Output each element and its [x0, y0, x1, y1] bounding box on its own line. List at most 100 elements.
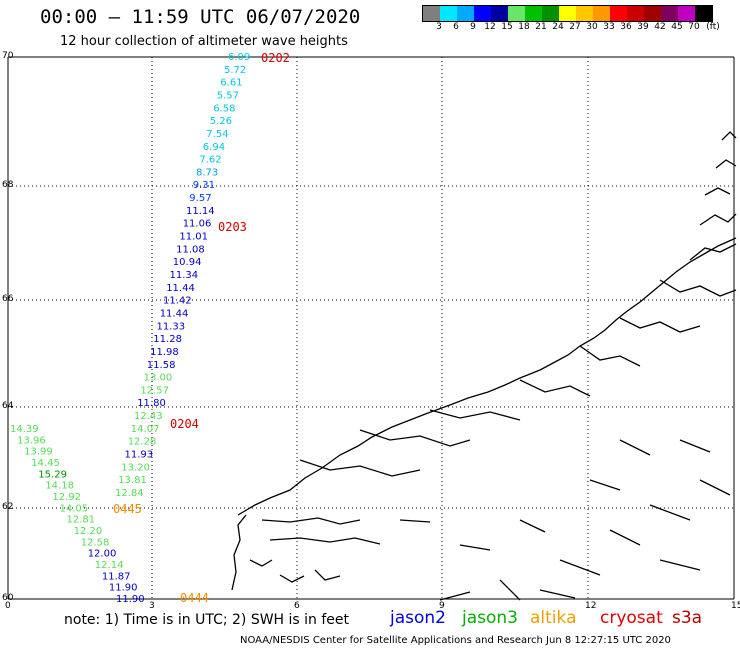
color-legend-labels: 3 6 9 12 15 18 21 24 27 30 33 36 39 42 45 70 (ft) — [422, 22, 740, 34]
wave-height-label: 9.57 — [189, 193, 211, 204]
latitude-label: 64 — [2, 401, 14, 411]
wave-height-label: 11.90 — [116, 594, 145, 605]
wave-height-label: 12.58 — [81, 537, 110, 548]
coast-islands-south — [249, 559, 341, 583]
wave-height-label: 5.57 — [217, 91, 239, 102]
legend-label: 30 — [586, 22, 598, 32]
legend-label: 42 — [654, 22, 666, 32]
coastline-mainland — [237, 237, 737, 516]
satellite-name: jason3 — [462, 608, 518, 628]
pass-time-label: 0203 — [218, 220, 247, 234]
fjord-9 — [659, 279, 737, 297]
wave-height-label: 6.94 — [203, 142, 225, 153]
wave-height-label: 12.81 — [67, 515, 96, 526]
fjord-6 — [519, 379, 591, 397]
legend-label: 12 — [484, 22, 496, 32]
wave-height-label: 12.84 — [115, 488, 144, 499]
wave-height-label: 12.14 — [95, 560, 124, 571]
legend-label: 18 — [518, 22, 530, 32]
longitude-label: 12 — [585, 601, 597, 611]
legend-label: 36 — [620, 22, 632, 32]
fjord-12 — [704, 187, 731, 196]
fjord-5 — [429, 409, 521, 421]
fjord-14 — [721, 131, 737, 141]
legend-label: 3 — [436, 22, 442, 32]
wave-height-label: 14.05 — [60, 503, 89, 514]
wave-height-label: 11.28 — [153, 334, 182, 345]
fjord-1 — [261, 517, 361, 525]
latitude-label: 70 — [2, 51, 14, 61]
wave-height-label: 12.92 — [52, 492, 81, 503]
legend-swatch — [491, 6, 508, 21]
wave-height-label: 11.80 — [137, 398, 166, 409]
wave-height-label: 11.14 — [186, 206, 215, 217]
legend-label: (ft) — [706, 22, 720, 32]
map-subtitle: 12 hour collection of altimeter wave hei… — [60, 34, 348, 49]
fjord-11 — [699, 213, 737, 226]
legend-swatch — [695, 6, 712, 21]
legend-label: 6 — [453, 22, 459, 32]
wave-height-label: 14.39 — [10, 424, 39, 435]
legend-label: 24 — [552, 22, 564, 32]
wave-height-label: 12.57 — [140, 385, 169, 396]
wave-height-label: 11.58 — [147, 360, 176, 371]
longitude-label: 15 — [731, 601, 740, 611]
legend-swatch — [576, 6, 593, 21]
longitude-label: 6 — [294, 601, 300, 611]
satellite-name: jason2 — [390, 608, 446, 628]
legend-label: 45 — [671, 22, 683, 32]
wave-height-label: 13.00 — [144, 373, 173, 384]
map-title: 00:00 – 11:59 UTC 06/07/2020 — [40, 6, 361, 28]
legend-label: 70 — [688, 22, 700, 32]
legend-swatch — [610, 6, 627, 21]
wave-height-label: 13.96 — [17, 435, 46, 446]
legend-label: 27 — [569, 22, 581, 32]
wave-height-label: 5.26 — [210, 116, 232, 127]
legend-swatch — [593, 6, 610, 21]
wave-height-label: 12.43 — [134, 411, 163, 422]
wave-height-label: 11.44 — [160, 309, 189, 320]
wave-height-label: 12.00 — [88, 549, 117, 560]
wave-height-labels: 6.09 5.72 6.61 5.576.58 5.26 7.54 6.94 7.628.73… — [10, 52, 250, 605]
color-legend — [422, 5, 713, 22]
wave-height-label: 12.20 — [74, 526, 103, 537]
legend-swatch — [542, 6, 559, 21]
fjord-7 — [579, 345, 641, 367]
wave-height-label: 13.99 — [24, 447, 53, 458]
fjord-4 — [359, 429, 471, 447]
coastline — [231, 131, 737, 601]
wave-height-label: 14.18 — [45, 481, 74, 492]
wave-height-label: 11.87 — [102, 571, 131, 582]
pass-time-label: 0444 — [180, 591, 209, 605]
wave-height-label: 7.54 — [206, 129, 228, 140]
footnote: note: 1) Time is in UTC; 2) SWH is in fe… — [64, 612, 350, 628]
latitude-label: 68 — [2, 180, 14, 190]
wave-height-label: 11.08 — [176, 244, 205, 255]
fjord-13 — [715, 159, 737, 169]
pass-time-label: 0202 — [261, 51, 290, 65]
legend-label: 39 — [637, 22, 649, 32]
wave-height-label: 11.44 — [166, 283, 195, 294]
legend-swatch — [440, 6, 457, 21]
wave-height-label: 13.20 — [121, 462, 150, 473]
wave-height-label: 6.61 — [220, 78, 242, 89]
credit-line: NOAA/NESDIS Center for Satellite Applica… — [240, 635, 671, 646]
wave-height-label: 11.34 — [170, 270, 199, 281]
latitude-label: 66 — [2, 294, 14, 304]
satellite-name: cryosat — [600, 608, 663, 628]
legend-swatch — [644, 6, 661, 21]
wave-height-label: 15.29 — [38, 469, 67, 480]
satellite-name: altika — [530, 608, 577, 628]
wave-height-label: 6.09 — [228, 52, 250, 63]
wave-height-label: 14.45 — [31, 458, 60, 469]
wave-height-label: 14.07 — [131, 424, 160, 435]
wave-height-label: 10.94 — [173, 257, 202, 268]
wave-height-label: 11.33 — [157, 321, 186, 332]
coast-inland-lakes — [399, 479, 731, 576]
wave-height-label: 12.28 — [128, 437, 157, 448]
latitude-label: 62 — [2, 502, 14, 512]
legend-swatch — [525, 6, 542, 21]
legend-label: 33 — [603, 22, 615, 32]
pass-time-label: 0204 — [170, 417, 199, 431]
longitude-label: 3 — [149, 601, 155, 611]
